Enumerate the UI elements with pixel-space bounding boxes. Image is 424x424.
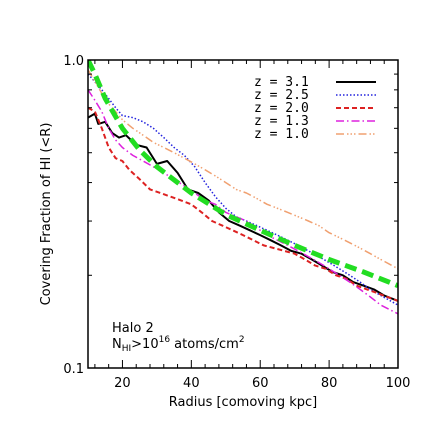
column-density-annotation: NHI>1016 atoms/cm2: [112, 335, 245, 354]
series-line-z-1-0: [88, 69, 398, 270]
coldens-base: N: [112, 337, 122, 352]
coldens-tail: atoms/cm: [170, 337, 239, 352]
y-tick-label: 1.0: [63, 54, 84, 69]
series-line-z-3-1: [88, 112, 398, 302]
x-tick-label: 40: [183, 376, 200, 391]
x-tick-label: 80: [321, 376, 338, 391]
legend-entry-label: z = 1.3: [254, 114, 309, 129]
y-axis-label: Covering Fraction of HI (<R): [39, 123, 54, 306]
legend-entry-label: z = 2.5: [254, 88, 309, 103]
coldens-mid: >10: [131, 337, 158, 352]
series-line-fit: [88, 60, 398, 289]
ticks-layer: 20 40 60 80 100 0.1 1.0: [63, 54, 410, 391]
legend: z = 3.1z = 2.5z = 2.0z = 1.3z = 1.0: [254, 75, 376, 142]
series-line-z-2-0: [88, 106, 398, 302]
plot-frame: [87, 59, 399, 369]
x-tick-label: 60: [252, 376, 269, 391]
x-tick-label: 20: [114, 376, 131, 391]
series-layer: [88, 60, 398, 315]
legend-entry-label: z = 3.1: [254, 75, 309, 90]
coldens-sup2: 2: [239, 335, 245, 345]
legend-entry-label: z = 1.0: [254, 127, 309, 142]
x-axis-label: Radius [comoving kpc]: [169, 395, 317, 410]
coldens-sub: HI: [122, 344, 131, 354]
y-tick-label: 0.1: [63, 362, 84, 377]
x-tick-label: 100: [386, 376, 411, 391]
legend-entry-label: z = 2.0: [254, 101, 309, 116]
halo-annotation: Halo 2: [112, 321, 154, 336]
coldens-sup: 16: [159, 335, 171, 345]
series-line-z-2-5: [88, 73, 398, 306]
series-line-z-1-3: [88, 89, 398, 315]
